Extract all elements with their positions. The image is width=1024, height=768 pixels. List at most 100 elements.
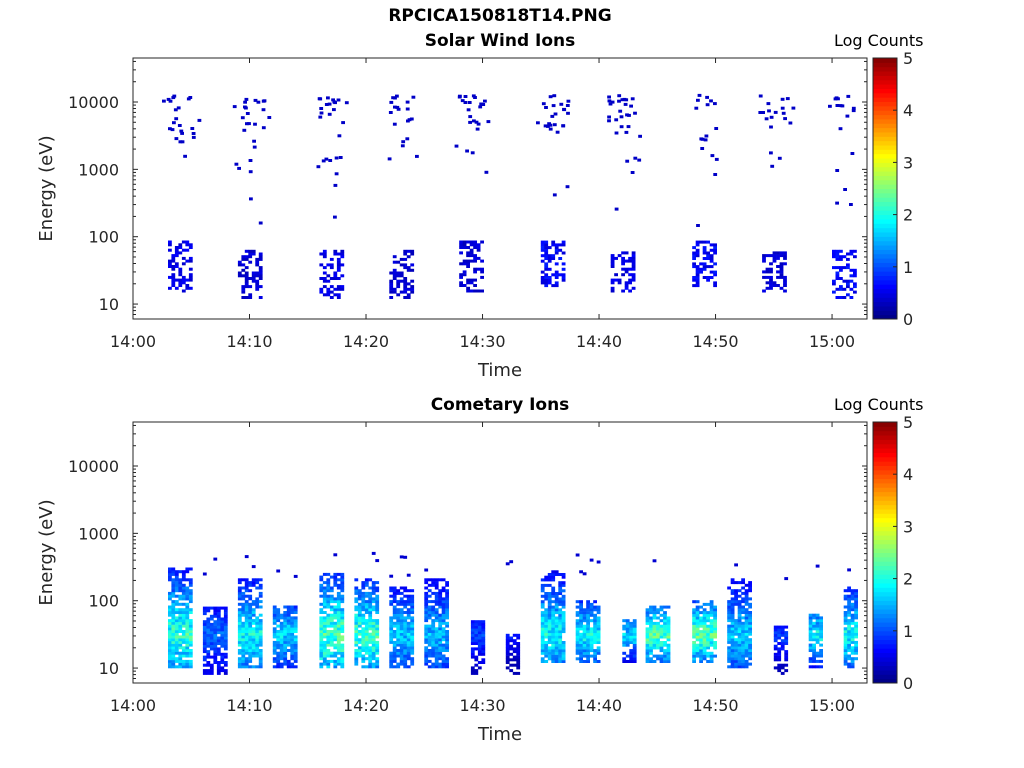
cometary-pixel [516,658,521,662]
solar-wind-pixel [839,249,843,253]
cometary-pixel [188,665,193,669]
cometary-colorbar-band [873,604,897,610]
cometary-pixel [354,659,359,663]
cometary-pixel [290,662,295,666]
cometary-pixel [178,597,183,601]
cometary-pixel [406,646,411,650]
cometary-pixel [375,651,380,655]
solar-wind-pixel [558,273,563,277]
cometary-pixel [241,608,246,612]
solar-wind-pixel [336,98,341,102]
solar-wind-pixel [319,263,324,267]
cometary-pixel [780,663,785,667]
cometary-pixel [815,665,820,669]
cometary-pixel [737,659,742,663]
cometary-pixel [663,632,667,636]
solar-wind-x-axis-label: Time [477,360,522,381]
solar-wind-pixel [392,277,397,280]
cometary-pixel [371,608,376,612]
cometary-pixel [168,591,172,595]
cometary-pixel [255,605,260,609]
cometary-pixel [220,655,225,659]
cometary-pixel [589,602,594,606]
cometary-pixel [276,624,281,628]
cometary-pixel [575,646,580,650]
cometary-pixel [216,612,221,616]
cometary-pixel [593,651,597,655]
cometary-pixel [586,657,590,661]
cometary-pixel [216,622,221,626]
solar-wind-pixel [540,276,545,279]
cometary-pixel [329,619,334,623]
cometary-pixel [544,613,549,617]
cometary-pixel [283,632,288,636]
cometary-y-tick-label: 10 [99,659,119,678]
solar-wind-pixel [255,285,260,289]
cometary-pixel [188,589,193,593]
cometary-pixel [586,651,590,655]
cometary-pixel [554,632,559,636]
cometary-pixel [695,646,700,650]
cometary-pixel [695,608,700,612]
cometary-pixel [540,586,545,590]
solar-wind-pixel [256,100,261,104]
cometary-pixel [357,591,362,595]
cometary-pixel [251,630,256,633]
cometary-colorbar-band [873,443,897,449]
cometary-pixel [666,660,671,663]
cometary-pixel [441,638,446,642]
cometary-pixel [399,608,404,612]
cometary-pixel [474,628,479,632]
cometary-pixel [819,619,823,623]
cometary-pixel [427,583,432,587]
cometary-pixel [319,651,324,655]
solar-wind-pixel [835,169,840,172]
cometary-pixel [441,649,446,652]
cometary-pixel [375,665,380,669]
cometary-pixel [441,654,446,658]
cometary-pixel [371,657,376,661]
cometary-pixel [551,627,556,631]
cometary-pixel [293,611,298,614]
cometary-pixel [656,641,660,644]
cometary-pixel [357,616,362,620]
cometary-pixel [427,638,432,642]
cometary-pixel [741,600,745,604]
cometary-pixel [286,611,291,614]
cometary-pixel [434,611,439,614]
cometary-pixel [392,640,397,644]
cometary-pixel [272,657,277,661]
cometary-pixel [206,625,211,629]
solar-wind-pixel [705,95,709,99]
cometary-pixel [554,624,559,628]
cometary-pixel [216,617,221,621]
cometary-pixel [632,619,637,623]
cometary-pixel [427,600,432,604]
cometary-plot: 14:00 14:10 14:20 14:30 14:40 14:50 15:0010100… [36,413,913,745]
cometary-pixel [516,647,521,651]
cometary-pixel [340,594,345,598]
cometary-pixel [206,669,211,673]
cometary-pixel [741,646,745,650]
cometary-pixel [399,613,404,617]
cometary-pixel [276,608,281,612]
cometary-pixel [171,665,176,669]
cometary-pixel [364,605,369,609]
cometary-pixel [622,627,627,631]
cometary-pixel [329,638,334,642]
solar-wind-pixel [540,254,545,258]
cometary-pixel [575,613,580,617]
cometary-pixel [361,600,366,604]
cometary-pixel [251,611,256,614]
solar-wind-pixel [168,243,172,247]
cometary-pixel [737,611,742,614]
cometary-pixel [509,639,514,643]
cometary-pixel [174,657,179,661]
cometary-pixel [368,654,373,658]
solar-wind-pixel [244,106,248,110]
cometary-pixel [554,608,559,612]
cometary-pixel [445,635,449,639]
cometary-pixel [561,583,566,587]
solar-wind-x-tick-label: 14:00 [110,332,156,351]
